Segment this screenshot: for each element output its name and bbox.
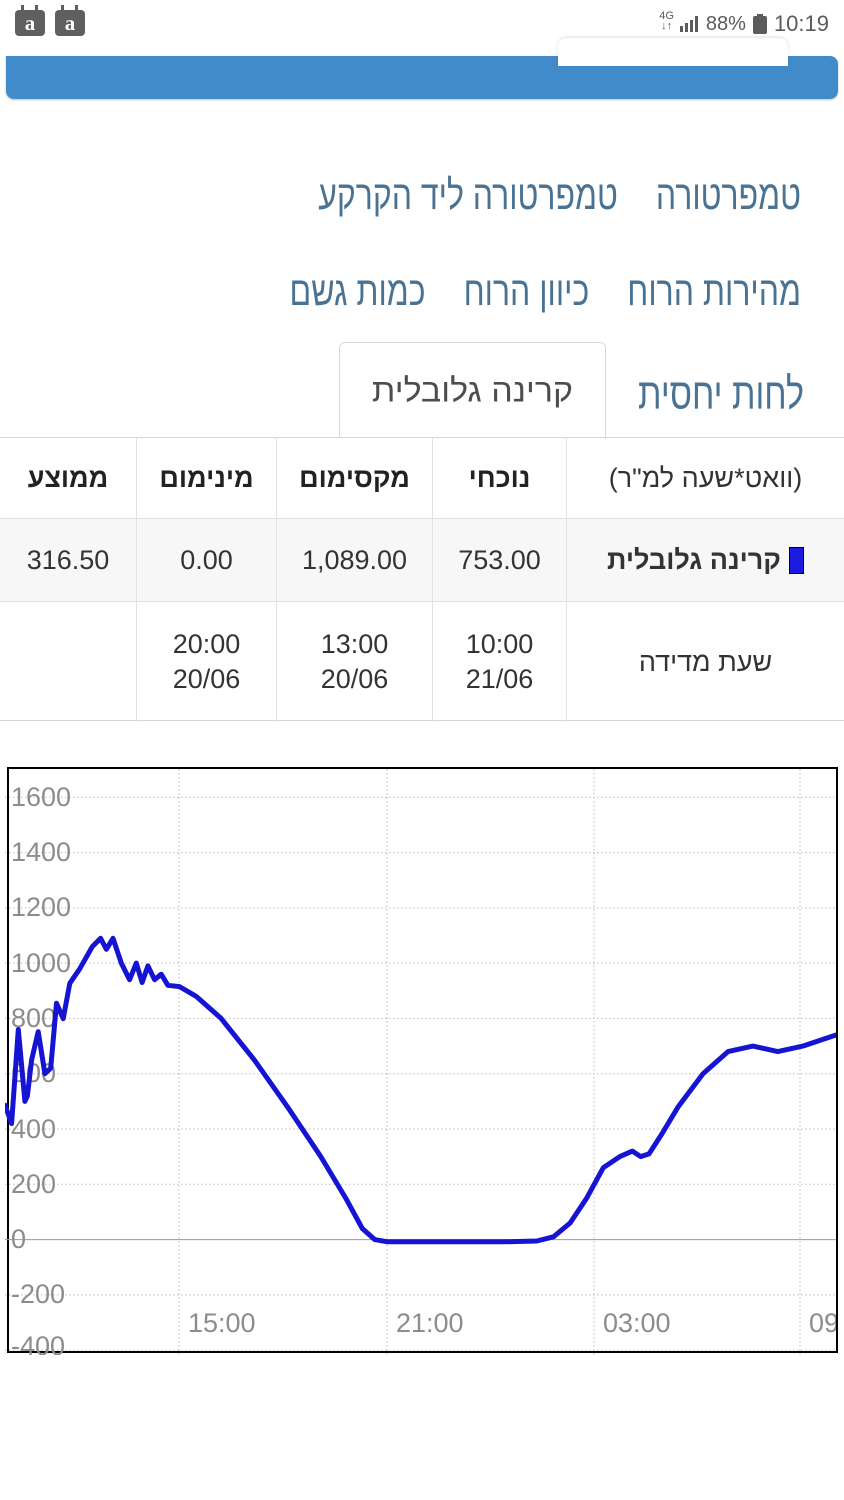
svg-text:-200: -200 bbox=[11, 1279, 65, 1309]
svg-text:400: 400 bbox=[11, 1114, 56, 1144]
svg-text:1400: 1400 bbox=[11, 837, 71, 867]
svg-text:1600: 1600 bbox=[11, 782, 71, 812]
svg-text:1200: 1200 bbox=[11, 892, 71, 922]
svg-text:-400: -400 bbox=[11, 1331, 65, 1355]
svg-text:0: 0 bbox=[11, 1224, 26, 1254]
svg-text:03:00: 03:00 bbox=[603, 1308, 671, 1338]
svg-text:09: 09 bbox=[809, 1308, 836, 1338]
svg-text:1000: 1000 bbox=[11, 948, 71, 978]
svg-text:200: 200 bbox=[11, 1169, 56, 1199]
svg-text:15:00: 15:00 bbox=[188, 1308, 256, 1338]
svg-text:21:00: 21:00 bbox=[396, 1308, 464, 1338]
